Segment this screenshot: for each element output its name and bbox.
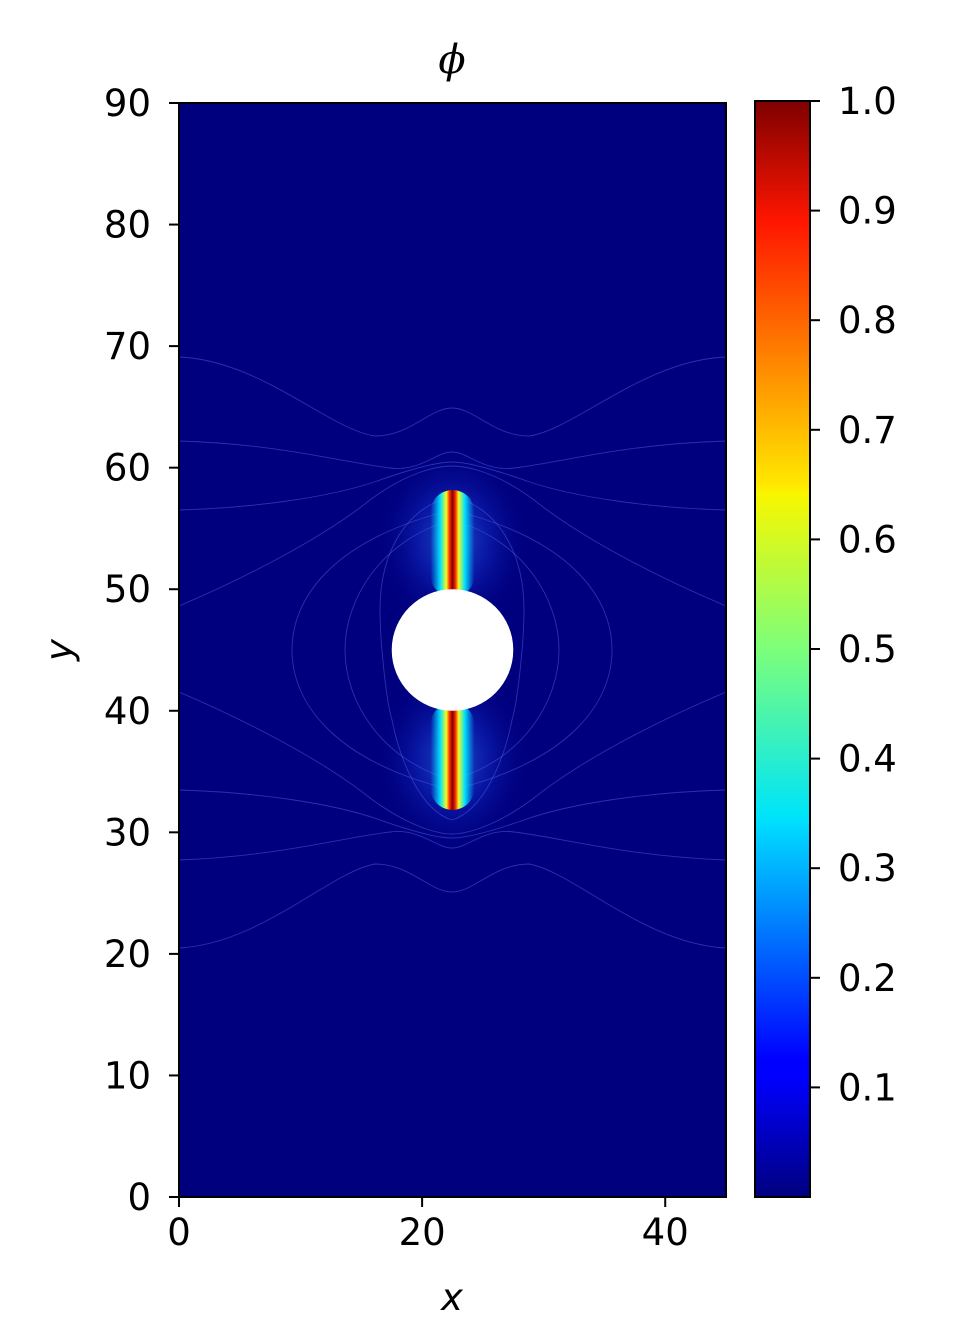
contour-line: [179, 789, 726, 839]
x-tick-label: 20: [399, 1211, 446, 1254]
x-axis-label: x: [440, 1276, 464, 1319]
plot-frame: [178, 102, 727, 1198]
colorbar-tick-label: 0.3: [838, 847, 897, 890]
colorbar-tick-label: 0.4: [838, 738, 897, 781]
contour-line: [179, 863, 726, 949]
colorbar-tick-label: 1.0: [838, 80, 897, 123]
y-tick-label: 40: [104, 690, 151, 733]
plot-area: [178, 102, 727, 1198]
colorbar-tick-label: 0.6: [838, 518, 897, 561]
colorbar-gradient: [755, 101, 810, 1197]
axes: 0 20 40 0 10 20 30 40 50 60 70 80 90: [104, 82, 689, 1254]
y-tick-label: 20: [104, 933, 151, 976]
x-tick-label: 0: [167, 1211, 191, 1254]
crack-band-upper: [430, 490, 475, 598]
colorbar-tick-label: 0.8: [838, 299, 897, 342]
y-tick-label: 30: [104, 811, 151, 854]
contour-line: [179, 691, 726, 835]
x-tick-label: 40: [642, 1211, 689, 1254]
hole: [391, 589, 514, 711]
y-axis-label: y: [38, 638, 81, 662]
contour-line: [179, 440, 726, 469]
contour-line: [179, 831, 726, 861]
contour-line: [179, 465, 726, 607]
y-tick-label: 10: [104, 1054, 151, 1097]
colorbar: 0.1 0.2 0.3 0.4 0.5 0.6 0.7 0.8 0.9 1.0: [754, 80, 897, 1198]
chart-title: ϕ: [438, 37, 465, 83]
y-tick-label: 0: [127, 1176, 151, 1219]
y-tick-label: 60: [104, 447, 151, 490]
contour-line: [379, 495, 525, 821]
colorbar-tick-label: 0.9: [838, 190, 897, 233]
y-tick-label: 50: [104, 568, 151, 611]
y-tick-label: 70: [104, 325, 151, 368]
colorbar-tick-label: 0.1: [838, 1066, 897, 1109]
y-tick-label: 90: [104, 82, 151, 125]
colorbar-tick-label: 0.2: [838, 957, 897, 1000]
colorbar-tick-label: 0.7: [838, 409, 897, 452]
colorbar-tick-label: 0.5: [838, 628, 897, 671]
crack-band-lower: [430, 702, 475, 810]
contour-line: [179, 461, 726, 511]
contour-line: [179, 356, 726, 437]
y-tick-label: 80: [104, 204, 151, 247]
